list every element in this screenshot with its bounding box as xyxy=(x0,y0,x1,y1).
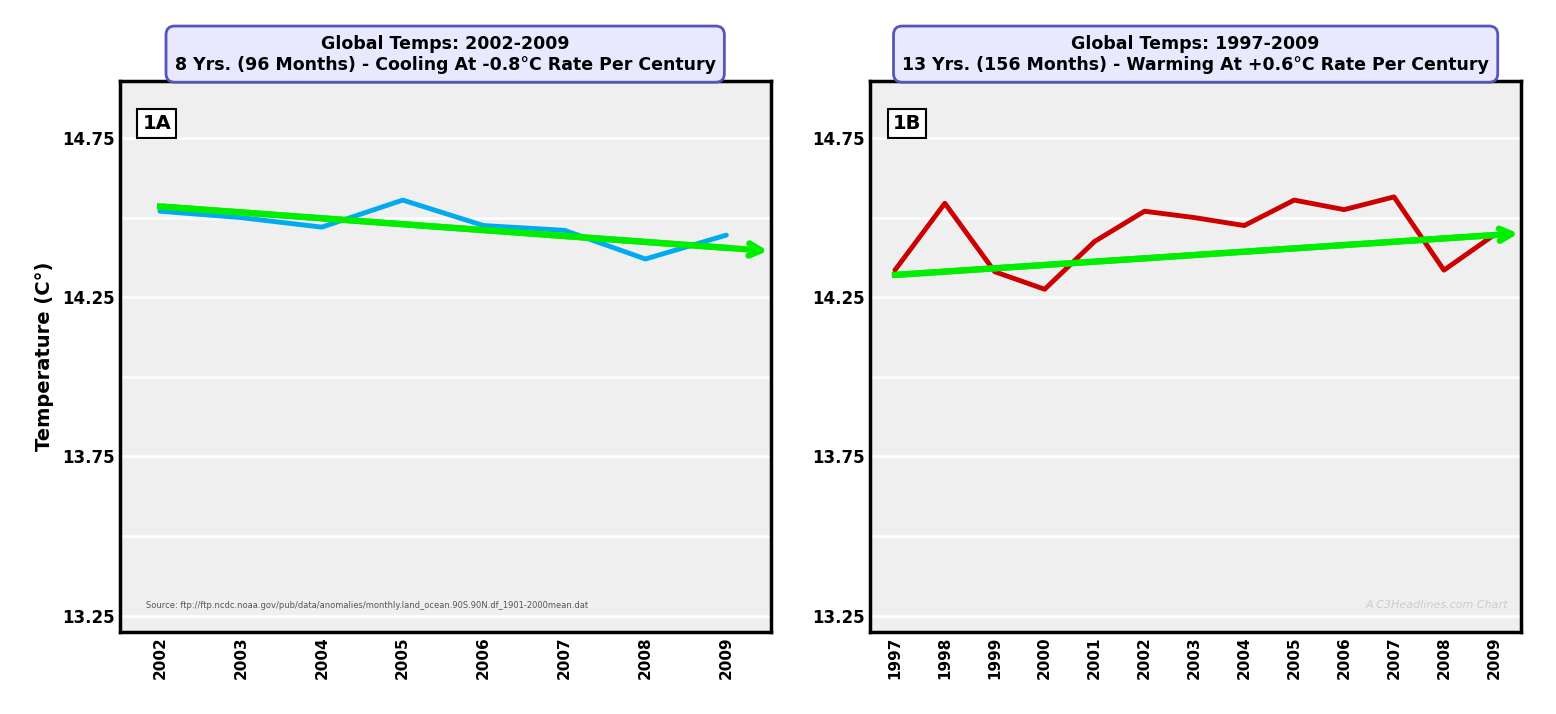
Title: Global Temps: 1997-2009
13 Yrs. (156 Months) - Warming At +0.6°C Rate Per Centur: Global Temps: 1997-2009 13 Yrs. (156 Mon… xyxy=(902,35,1489,74)
Text: Source: ftp://ftp.ncdc.noaa.gov/pub/data/anomalies/monthly.land_ocean.90S.90N.df: Source: ftp://ftp.ncdc.noaa.gov/pub/data… xyxy=(146,600,588,610)
Title: Global Temps: 2002-2009
8 Yrs. (96 Months) - Cooling At -0.8°C Rate Per Century: Global Temps: 2002-2009 8 Yrs. (96 Month… xyxy=(174,35,716,74)
Text: 1A: 1A xyxy=(142,114,171,133)
Text: 1B: 1B xyxy=(893,114,921,133)
Y-axis label: Temperature (C°): Temperature (C°) xyxy=(34,261,54,451)
Text: A C3Headlines.com Chart: A C3Headlines.com Chart xyxy=(1366,600,1508,610)
